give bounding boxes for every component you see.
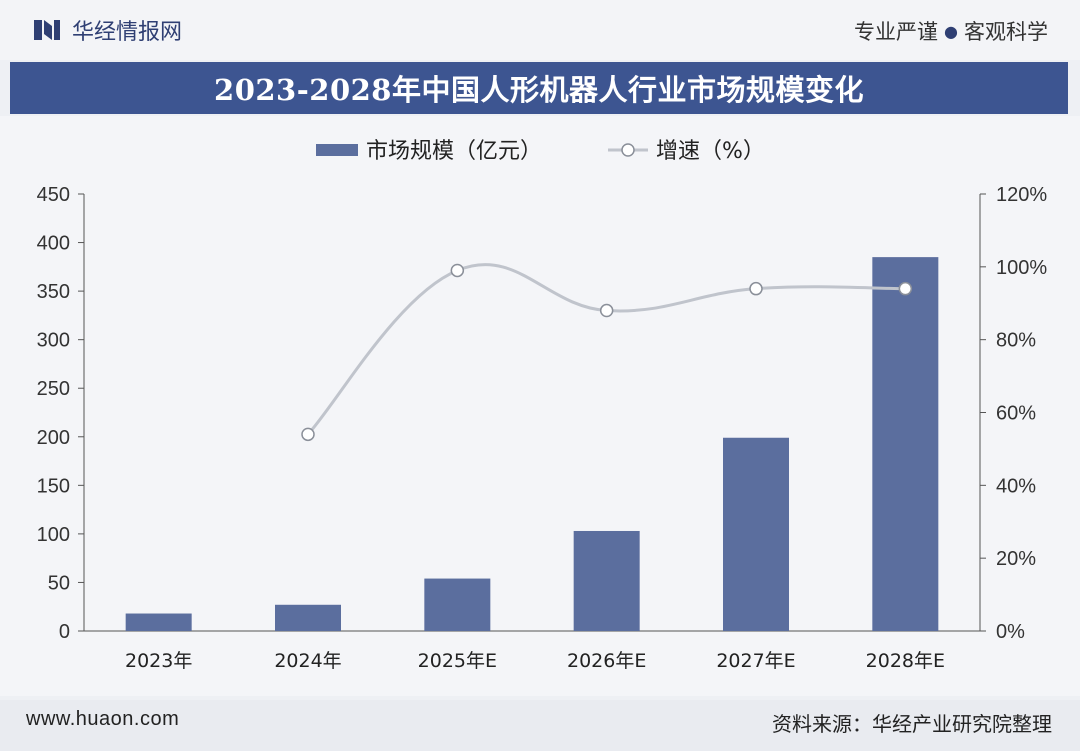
slogan: 专业严谨 ● 客观科学	[854, 16, 1048, 46]
y-left-tick-label: 450	[37, 184, 70, 206]
brand-name: 华经情报网	[72, 20, 183, 45]
title-band: 2023-2028年中国人形机器人行业市场规模变化	[10, 62, 1068, 114]
slogan-right: 客观科学	[964, 20, 1048, 44]
y-left-tick-label: 100	[37, 524, 70, 546]
footer: www.huaon.com 资料来源：华经产业研究院整理	[0, 700, 1080, 751]
legend-bar-label: 市场规模（亿元）	[366, 139, 542, 164]
bar-5	[872, 257, 939, 631]
chart-title: 2023-2028年中国人形机器人行业市场规模变化	[214, 73, 864, 107]
y-right-tick-label: 40%	[996, 475, 1036, 497]
brand-logo-icon	[34, 20, 60, 40]
bar-3	[573, 530, 640, 631]
legend-line-label: 增速（%）	[656, 139, 765, 164]
y-right-tick-label: 120%	[996, 184, 1047, 206]
y-left-tick-label: 150	[37, 475, 70, 497]
growth-point-4	[898, 281, 913, 296]
y-left-tick-label: 0	[59, 621, 70, 643]
x-tick-label: 2027年E	[716, 650, 795, 672]
x-tick-label: 2025年E	[418, 650, 497, 672]
y-right-tick-label: 60%	[996, 403, 1036, 425]
y-left-tick-label: 250	[37, 378, 70, 400]
chart-svg: 0 50 100 150 200 250 300 350 400 450 0% 20% 40% 60% 80…	[37, 139, 1048, 672]
brand: 华经情报网	[34, 14, 182, 46]
legend-bar-swatch	[316, 144, 358, 156]
y-left-tick-label: 400	[37, 233, 70, 255]
x-tick-label: 2028年E	[866, 650, 945, 672]
x-tick-label: 2023年	[125, 650, 192, 672]
growth-point-3	[749, 281, 763, 296]
growth-line	[306, 263, 906, 436]
growth-point-0	[301, 427, 315, 442]
slogan-left: 专业严谨	[854, 20, 939, 44]
bar-0	[125, 613, 192, 631]
y-left-tick-label: 300	[37, 330, 70, 352]
footer-source: 资料来源：华经产业研究院整理	[772, 712, 1052, 736]
y-right-tick-label: 80%	[996, 330, 1036, 352]
y-left-tick-label: 350	[37, 281, 70, 303]
legend-line-marker	[621, 143, 635, 157]
bar-1	[275, 604, 341, 631]
bar-4	[723, 437, 789, 631]
footer-url: www.huaon.com	[26, 708, 180, 730]
x-tick-label: 2026年E	[567, 650, 646, 672]
y-right-tick-label: 0%	[996, 621, 1025, 643]
x-tick-label: 2024年	[274, 650, 341, 672]
y-right-tick-label: 20%	[996, 548, 1036, 570]
slogan-dot: ●	[944, 21, 958, 41]
y-left-tick-label: 50	[48, 572, 70, 594]
y-left-tick-label: 200	[37, 427, 70, 449]
header-bar: 华经情报网 专业严谨 ● 客观科学	[0, 0, 1080, 60]
growth-point-2	[599, 303, 614, 318]
bar-2	[424, 578, 491, 631]
chart-area: 0 50 100 150 200 250 300 350 400 450 0% 20% 40% 60% 80…	[0, 116, 1080, 696]
growth-point-1	[450, 263, 465, 278]
y-right-tick-label: 100%	[996, 257, 1047, 279]
